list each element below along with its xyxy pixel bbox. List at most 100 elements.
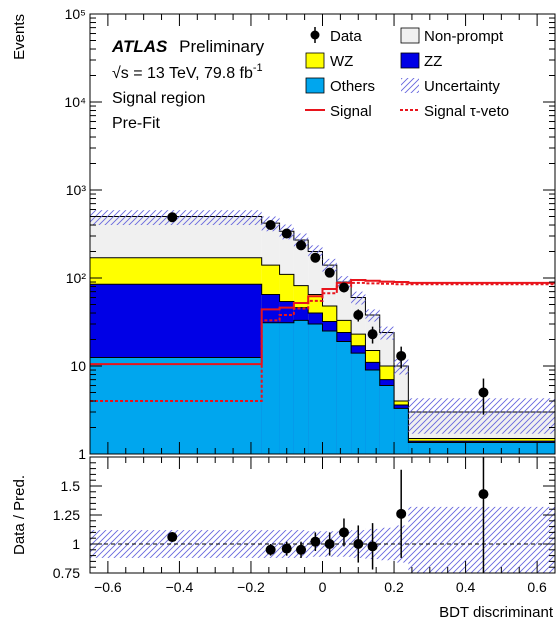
bar-others-4 xyxy=(308,324,323,454)
legend-label-wz: WZ xyxy=(330,53,353,70)
ratio-point-4 xyxy=(310,536,321,547)
legend-swatch-zz xyxy=(400,52,420,69)
legend-label-signal: Signal xyxy=(330,103,372,120)
bar-others-0 xyxy=(90,357,262,454)
xtick-label-6: 0.6 xyxy=(527,579,547,595)
legend-swatch-wz xyxy=(305,52,325,69)
legend-item-wz: WZ xyxy=(305,52,353,70)
bar-others-3 xyxy=(293,320,309,454)
main-ytick-label-1: 1 xyxy=(78,446,86,462)
legend-label-uncertainty: Uncertainty xyxy=(424,78,500,95)
ratio-ytick-label-0: 0.75 xyxy=(53,565,80,581)
energy-lumi-label: √s = 13 TeV, 79.8 fb-1 xyxy=(112,62,263,82)
xtick-label-0: −0.6 xyxy=(94,579,122,595)
main-plot-area: 1 10 10² 10³ 10⁴ 10⁵ xyxy=(64,6,556,462)
bar-others-10 xyxy=(394,408,409,454)
legend-item-uncertainty: Uncertainty xyxy=(401,78,500,95)
xtick-label-4: 0.2 xyxy=(384,579,404,595)
legend-item-data: Data xyxy=(310,27,362,45)
data-point-2 xyxy=(281,228,292,239)
xtick-label-2: −0.2 xyxy=(237,579,265,595)
bar-others-5 xyxy=(322,330,337,454)
data-points xyxy=(167,212,489,415)
ratio-band-11 xyxy=(408,506,555,573)
data-point-9 xyxy=(396,350,407,361)
ratio-point-10 xyxy=(478,489,489,500)
legend-item-signal-tauveto: Signal τ-veto xyxy=(400,103,509,120)
ratio-point-2 xyxy=(281,543,292,554)
legend: Data Non-prompt WZ ZZ Others Uncertainty… xyxy=(305,27,509,120)
unc-band-7 xyxy=(351,291,366,305)
outline-zz xyxy=(90,283,555,442)
signal-lines xyxy=(90,278,555,403)
legend-item-signal: Signal xyxy=(305,103,372,120)
legend-item-zz: ZZ xyxy=(400,52,442,70)
legend-item-others: Others xyxy=(305,77,375,95)
ratio-y-ticks: 0.75 1 1.25 1.5 −0.6 −0.4 −0.2 0 0.2 0.4 0.6 xyxy=(53,456,555,595)
ratio-ytick-label-1: 1 xyxy=(72,536,80,552)
main-ytick-label-2: 10³ xyxy=(66,182,87,198)
bar-others-7 xyxy=(351,353,366,454)
uncertainty-band xyxy=(90,210,555,434)
x-axis-label: BDT discriminant xyxy=(439,604,554,621)
ratio-ytick-label-2: 1.25 xyxy=(53,507,80,523)
unc-band-8 xyxy=(365,309,380,322)
y-axis-label-events: Events xyxy=(11,14,28,60)
fit-label: Pre-Fit xyxy=(112,115,161,132)
bar-others-1 xyxy=(261,322,280,454)
data-point-8 xyxy=(367,329,378,340)
data-point-0 xyxy=(167,212,178,223)
y-axis-label-ratio: Data / Pred. xyxy=(11,475,28,555)
xtick-label-3: 0 xyxy=(319,579,327,595)
ratio-points xyxy=(167,457,489,573)
region-label: Signal region xyxy=(112,90,205,107)
energy-lumi-exponent: -1 xyxy=(253,62,263,74)
main-ytick-label-0: 10 xyxy=(70,358,86,374)
legend-label-signal-tauveto: Signal τ-veto xyxy=(424,103,509,120)
bar-others-2 xyxy=(279,322,294,454)
ratio-ytick-label-3: 1.5 xyxy=(61,478,81,494)
ratio-point-5 xyxy=(324,539,335,549)
unc-band-11 xyxy=(408,398,555,434)
atlas-label: ATLAS Preliminary xyxy=(111,37,265,56)
ratio-point-0 xyxy=(167,532,178,543)
atlas-label-atlas: ATLAS xyxy=(111,37,168,56)
ratio-point-6 xyxy=(338,527,349,538)
ratio-point-1 xyxy=(265,544,276,555)
legend-item-nonprompt: Non-prompt xyxy=(400,27,504,45)
xtick-label-5: 0.4 xyxy=(456,579,476,595)
outline-wz xyxy=(90,257,555,440)
legend-swatch-nonprompt xyxy=(400,27,420,44)
energy-lumi-text: √s = 13 TeV, 79.8 fb xyxy=(112,65,253,82)
bar-others-8 xyxy=(365,370,380,454)
legend-data-marker xyxy=(310,30,320,40)
ratio-point-3 xyxy=(296,544,307,555)
xtick-label-1: −0.4 xyxy=(166,579,194,595)
legend-swatch-others xyxy=(305,77,325,94)
main-ytick-label-4: 10⁵ xyxy=(65,6,86,22)
data-point-3 xyxy=(296,240,307,251)
main-ytick-label-1: 10² xyxy=(66,270,87,286)
main-ytick-label-3: 10⁴ xyxy=(64,94,86,110)
ratio-point-7 xyxy=(353,539,364,549)
legend-label-zz: ZZ xyxy=(424,53,442,70)
ratio-plot-area: 0.75 1 1.25 1.5 −0.6 −0.4 −0.2 0 0.2 0.4 0.6 xyxy=(53,456,556,595)
main-y-ticks: 1 10 10² 10³ 10⁴ 10⁵ xyxy=(64,6,555,462)
bar-others-11 xyxy=(408,442,555,454)
data-point-4 xyxy=(310,252,321,263)
bar-others-9 xyxy=(379,385,395,454)
data-point-1 xyxy=(265,220,276,231)
outline-others xyxy=(90,319,555,444)
data-point-5 xyxy=(324,267,335,278)
ratio-point-8 xyxy=(367,541,378,552)
bar-others-6 xyxy=(336,341,352,454)
legend-label-data: Data xyxy=(330,28,362,45)
data-point-10 xyxy=(478,387,489,398)
legend-swatch-uncertainty xyxy=(401,78,419,93)
main-x-ticks xyxy=(89,14,556,454)
ratio-point-9 xyxy=(396,508,407,519)
data-point-7 xyxy=(353,309,364,320)
legend-label-others: Others xyxy=(330,78,375,95)
data-point-6 xyxy=(338,282,349,293)
